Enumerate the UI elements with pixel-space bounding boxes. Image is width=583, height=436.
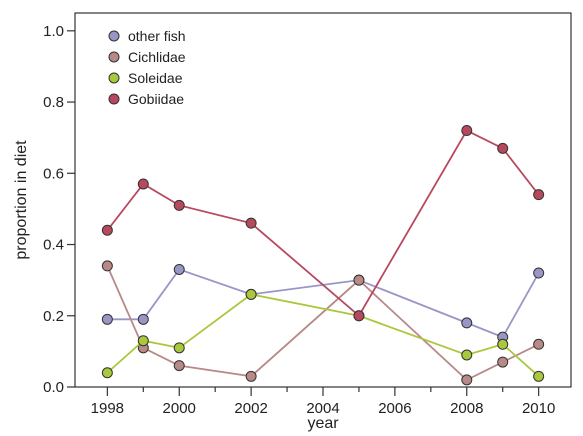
legend-label: Cichlidae	[128, 49, 186, 65]
x-tick-label: 2004	[306, 400, 339, 417]
data-point	[101, 224, 113, 236]
data-point	[173, 263, 185, 275]
series-line	[106, 293, 540, 377]
x-tick-label: 2010	[522, 400, 555, 417]
data-point	[533, 189, 545, 201]
data-point	[461, 317, 473, 329]
data-point	[101, 260, 113, 272]
x-tick-label: 1998	[91, 400, 124, 417]
series-other-fish	[101, 263, 545, 343]
x-tick-label: 2006	[378, 400, 411, 417]
series-cichlidae	[101, 260, 545, 386]
x-tick-label: 2000	[163, 400, 196, 417]
x-tick-label: 2002	[234, 400, 267, 417]
data-point	[173, 199, 185, 211]
y-tick-label: 0.8	[43, 94, 64, 111]
x-tick-label: 2008	[450, 400, 483, 417]
data-point	[245, 217, 257, 229]
data-point	[137, 313, 149, 325]
legend-label: Gobiidae	[128, 91, 184, 107]
series-line	[106, 129, 540, 318]
data-point	[461, 374, 473, 386]
data-point	[461, 125, 473, 137]
series-gobiidae	[101, 125, 545, 322]
legend-label: Soleidae	[128, 70, 183, 86]
data-point	[245, 370, 257, 382]
data-point	[533, 267, 545, 279]
data-point	[461, 349, 473, 361]
data-point	[497, 356, 509, 368]
series-line	[107, 268, 540, 339]
legend-marker	[108, 30, 120, 42]
y-tick-label: 1.0	[43, 23, 64, 40]
y-tick-label: 0.6	[43, 165, 64, 182]
data-point	[245, 288, 257, 300]
legend-marker	[108, 72, 120, 84]
data-point	[353, 310, 365, 322]
y-tick-label: 0.4	[43, 237, 64, 254]
data-point	[137, 178, 149, 190]
x-axis-label: year	[307, 415, 339, 432]
data-point	[533, 370, 545, 382]
legend-marker	[108, 93, 120, 105]
series-soleidae	[101, 288, 545, 382]
data-point	[173, 360, 185, 372]
y-tick-label: 0.2	[43, 308, 64, 325]
data-point	[173, 342, 185, 354]
legend-marker	[108, 51, 120, 63]
legend-label: other fish	[128, 28, 186, 44]
data-point	[533, 338, 545, 350]
data-point	[137, 335, 149, 347]
data-point	[101, 367, 113, 379]
y-axis-label: proportion in diet	[13, 140, 30, 260]
data-point	[101, 313, 113, 325]
series-line	[106, 265, 540, 381]
data-point	[497, 338, 509, 350]
data-point	[353, 274, 365, 286]
y-tick-label: 0.0	[43, 379, 64, 396]
data-point	[497, 142, 509, 154]
